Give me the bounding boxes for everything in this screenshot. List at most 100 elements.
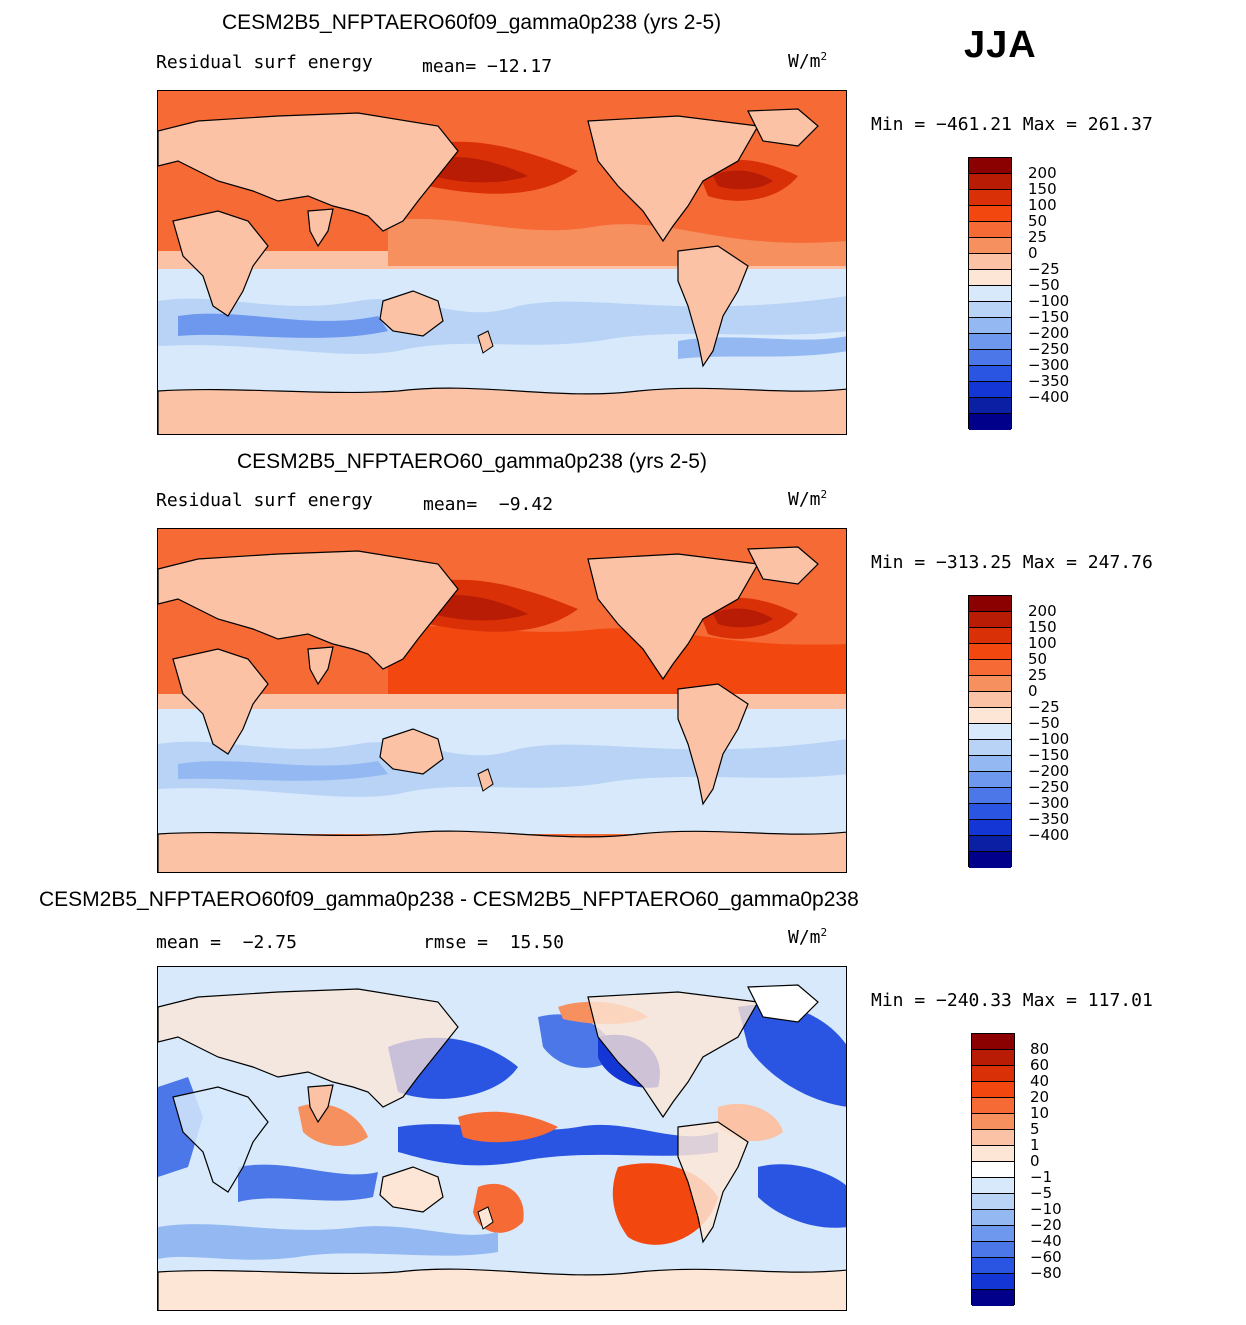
panel3-colorbar <box>971 1033 1015 1306</box>
colorbar-cell <box>969 788 1011 804</box>
panel3-colorbar-labels: 80 60 40 20 10 5 1 0 −1 −5 −10 −20 −40 −60 −80 <box>1030 1033 1090 1305</box>
colorbar-label: −250 <box>1028 777 1070 796</box>
colorbar-cell <box>969 628 1011 644</box>
panel1-units: W/m2 <box>788 50 828 72</box>
colorbar-cell <box>969 206 1011 222</box>
panel1-map <box>157 90 847 435</box>
colorbar-label: −300 <box>1028 793 1070 812</box>
panel2-colorbar-labels: 200 150 100 50 25 0 −25 −50 −100 −150 −200 −250 −300… <box>1028 595 1088 867</box>
colorbar-cell <box>972 1258 1014 1274</box>
season-label: JJA <box>964 24 1037 66</box>
colorbar-cell <box>972 1082 1014 1098</box>
colorbar-cell <box>972 1290 1014 1306</box>
colorbar-cell <box>972 1226 1014 1242</box>
colorbar-cell <box>969 366 1011 382</box>
colorbar-cell <box>969 612 1011 628</box>
panel3-rmse: rmse = 15.50 <box>423 932 564 953</box>
colorbar-cell <box>972 1050 1014 1066</box>
colorbar-label: 10 <box>1030 1103 1050 1122</box>
colorbar-cell <box>969 158 1011 174</box>
panel2-mean: mean= −9.42 <box>423 494 554 515</box>
colorbar-cell <box>969 318 1011 334</box>
colorbar-cell <box>969 254 1011 270</box>
colorbar-cell <box>969 350 1011 366</box>
colorbar-cell <box>972 1146 1014 1162</box>
colorbar-label: −50 <box>1028 713 1060 732</box>
colorbar-label: 150 <box>1028 179 1057 198</box>
panel2-map <box>157 528 847 873</box>
colorbar-label: −300 <box>1028 355 1070 374</box>
panel3-units: W/m2 <box>788 926 828 948</box>
colorbar-cell <box>972 1194 1014 1210</box>
panel2-units: W/m2 <box>788 488 828 510</box>
colorbar-cell <box>972 1114 1014 1130</box>
panel3-map <box>157 966 847 1311</box>
colorbar-cell <box>969 382 1011 398</box>
colorbar-cell <box>969 334 1011 350</box>
colorbar-cell <box>969 238 1011 254</box>
panel2-variable: Residual surf energy <box>156 490 373 511</box>
colorbar-cell <box>969 270 1011 286</box>
colorbar-label: −350 <box>1028 371 1070 390</box>
colorbar-cell <box>969 740 1011 756</box>
colorbar-cell <box>969 286 1011 302</box>
colorbar-label: 200 <box>1028 601 1057 620</box>
panel1-colorbar <box>968 157 1012 430</box>
colorbar-label: −25 <box>1028 697 1060 716</box>
panel2-title: CESM2B5_NFPTAERO60_gamma0p238 (yrs 2-5) <box>237 450 707 473</box>
colorbar-cell <box>969 190 1011 206</box>
colorbar-label: −5 <box>1030 1183 1053 1202</box>
colorbar-cell <box>972 1274 1014 1290</box>
colorbar-label: −60 <box>1030 1247 1062 1266</box>
panel1-colorbar-labels: 200 150 100 50 25 0 −25 −50 −100 −150 −200 −250 −300… <box>1028 157 1088 429</box>
colorbar-label: 100 <box>1028 633 1057 652</box>
colorbar-cell <box>972 1034 1014 1050</box>
colorbar-cell <box>969 724 1011 740</box>
colorbar-cell <box>969 644 1011 660</box>
colorbar-label: −40 <box>1030 1231 1062 1250</box>
colorbar-label: 0 <box>1028 681 1038 700</box>
colorbar-label: −1 <box>1030 1167 1053 1186</box>
colorbar-cell <box>972 1098 1014 1114</box>
colorbar-cell <box>969 772 1011 788</box>
colorbar-label: 200 <box>1028 163 1057 182</box>
colorbar-cell <box>969 596 1011 612</box>
panel1-title: CESM2B5_NFPTAERO60f09_gamma0p238 (yrs 2-… <box>222 11 722 34</box>
colorbar-cell <box>969 820 1011 836</box>
panel1-minmax: Min = −461.21 Max = 261.37 <box>871 114 1153 135</box>
colorbar-label: 100 <box>1028 195 1057 214</box>
colorbar-label: −200 <box>1028 761 1070 780</box>
colorbar-label: 0 <box>1028 243 1038 262</box>
colorbar-cell <box>972 1210 1014 1226</box>
panel1-mean: mean= −12.17 <box>422 56 553 77</box>
colorbar-cell <box>969 692 1011 708</box>
colorbar-label: −400 <box>1028 825 1070 844</box>
colorbar-cell <box>969 414 1011 430</box>
colorbar-label: −400 <box>1028 387 1070 406</box>
panel3-map-svg <box>158 967 846 1310</box>
colorbar-label: 80 <box>1030 1039 1050 1058</box>
panel1-variable: Residual surf energy <box>156 52 373 73</box>
colorbar-cell <box>972 1162 1014 1178</box>
panel3-minmax: Min = −240.33 Max = 117.01 <box>871 990 1153 1011</box>
colorbar-label: −50 <box>1028 275 1060 294</box>
colorbar-label: −200 <box>1028 323 1070 342</box>
colorbar-cell <box>969 302 1011 318</box>
colorbar-label: −10 <box>1030 1199 1062 1218</box>
colorbar-label: 25 <box>1028 665 1048 684</box>
colorbar-label: 60 <box>1030 1055 1050 1074</box>
colorbar-cell <box>969 222 1011 238</box>
colorbar-label: −80 <box>1030 1263 1062 1282</box>
colorbar-cell <box>972 1130 1014 1146</box>
colorbar-cell <box>972 1178 1014 1194</box>
colorbar-cell <box>969 852 1011 868</box>
colorbar-cell <box>969 836 1011 852</box>
colorbar-label: 1 <box>1030 1135 1040 1154</box>
colorbar-cell <box>969 708 1011 724</box>
colorbar-cell <box>969 756 1011 772</box>
colorbar-label: −100 <box>1028 729 1070 748</box>
colorbar-label: 40 <box>1030 1071 1050 1090</box>
colorbar-label: 25 <box>1028 227 1048 246</box>
colorbar-label: −150 <box>1028 745 1070 764</box>
colorbar-label: 50 <box>1028 649 1048 668</box>
